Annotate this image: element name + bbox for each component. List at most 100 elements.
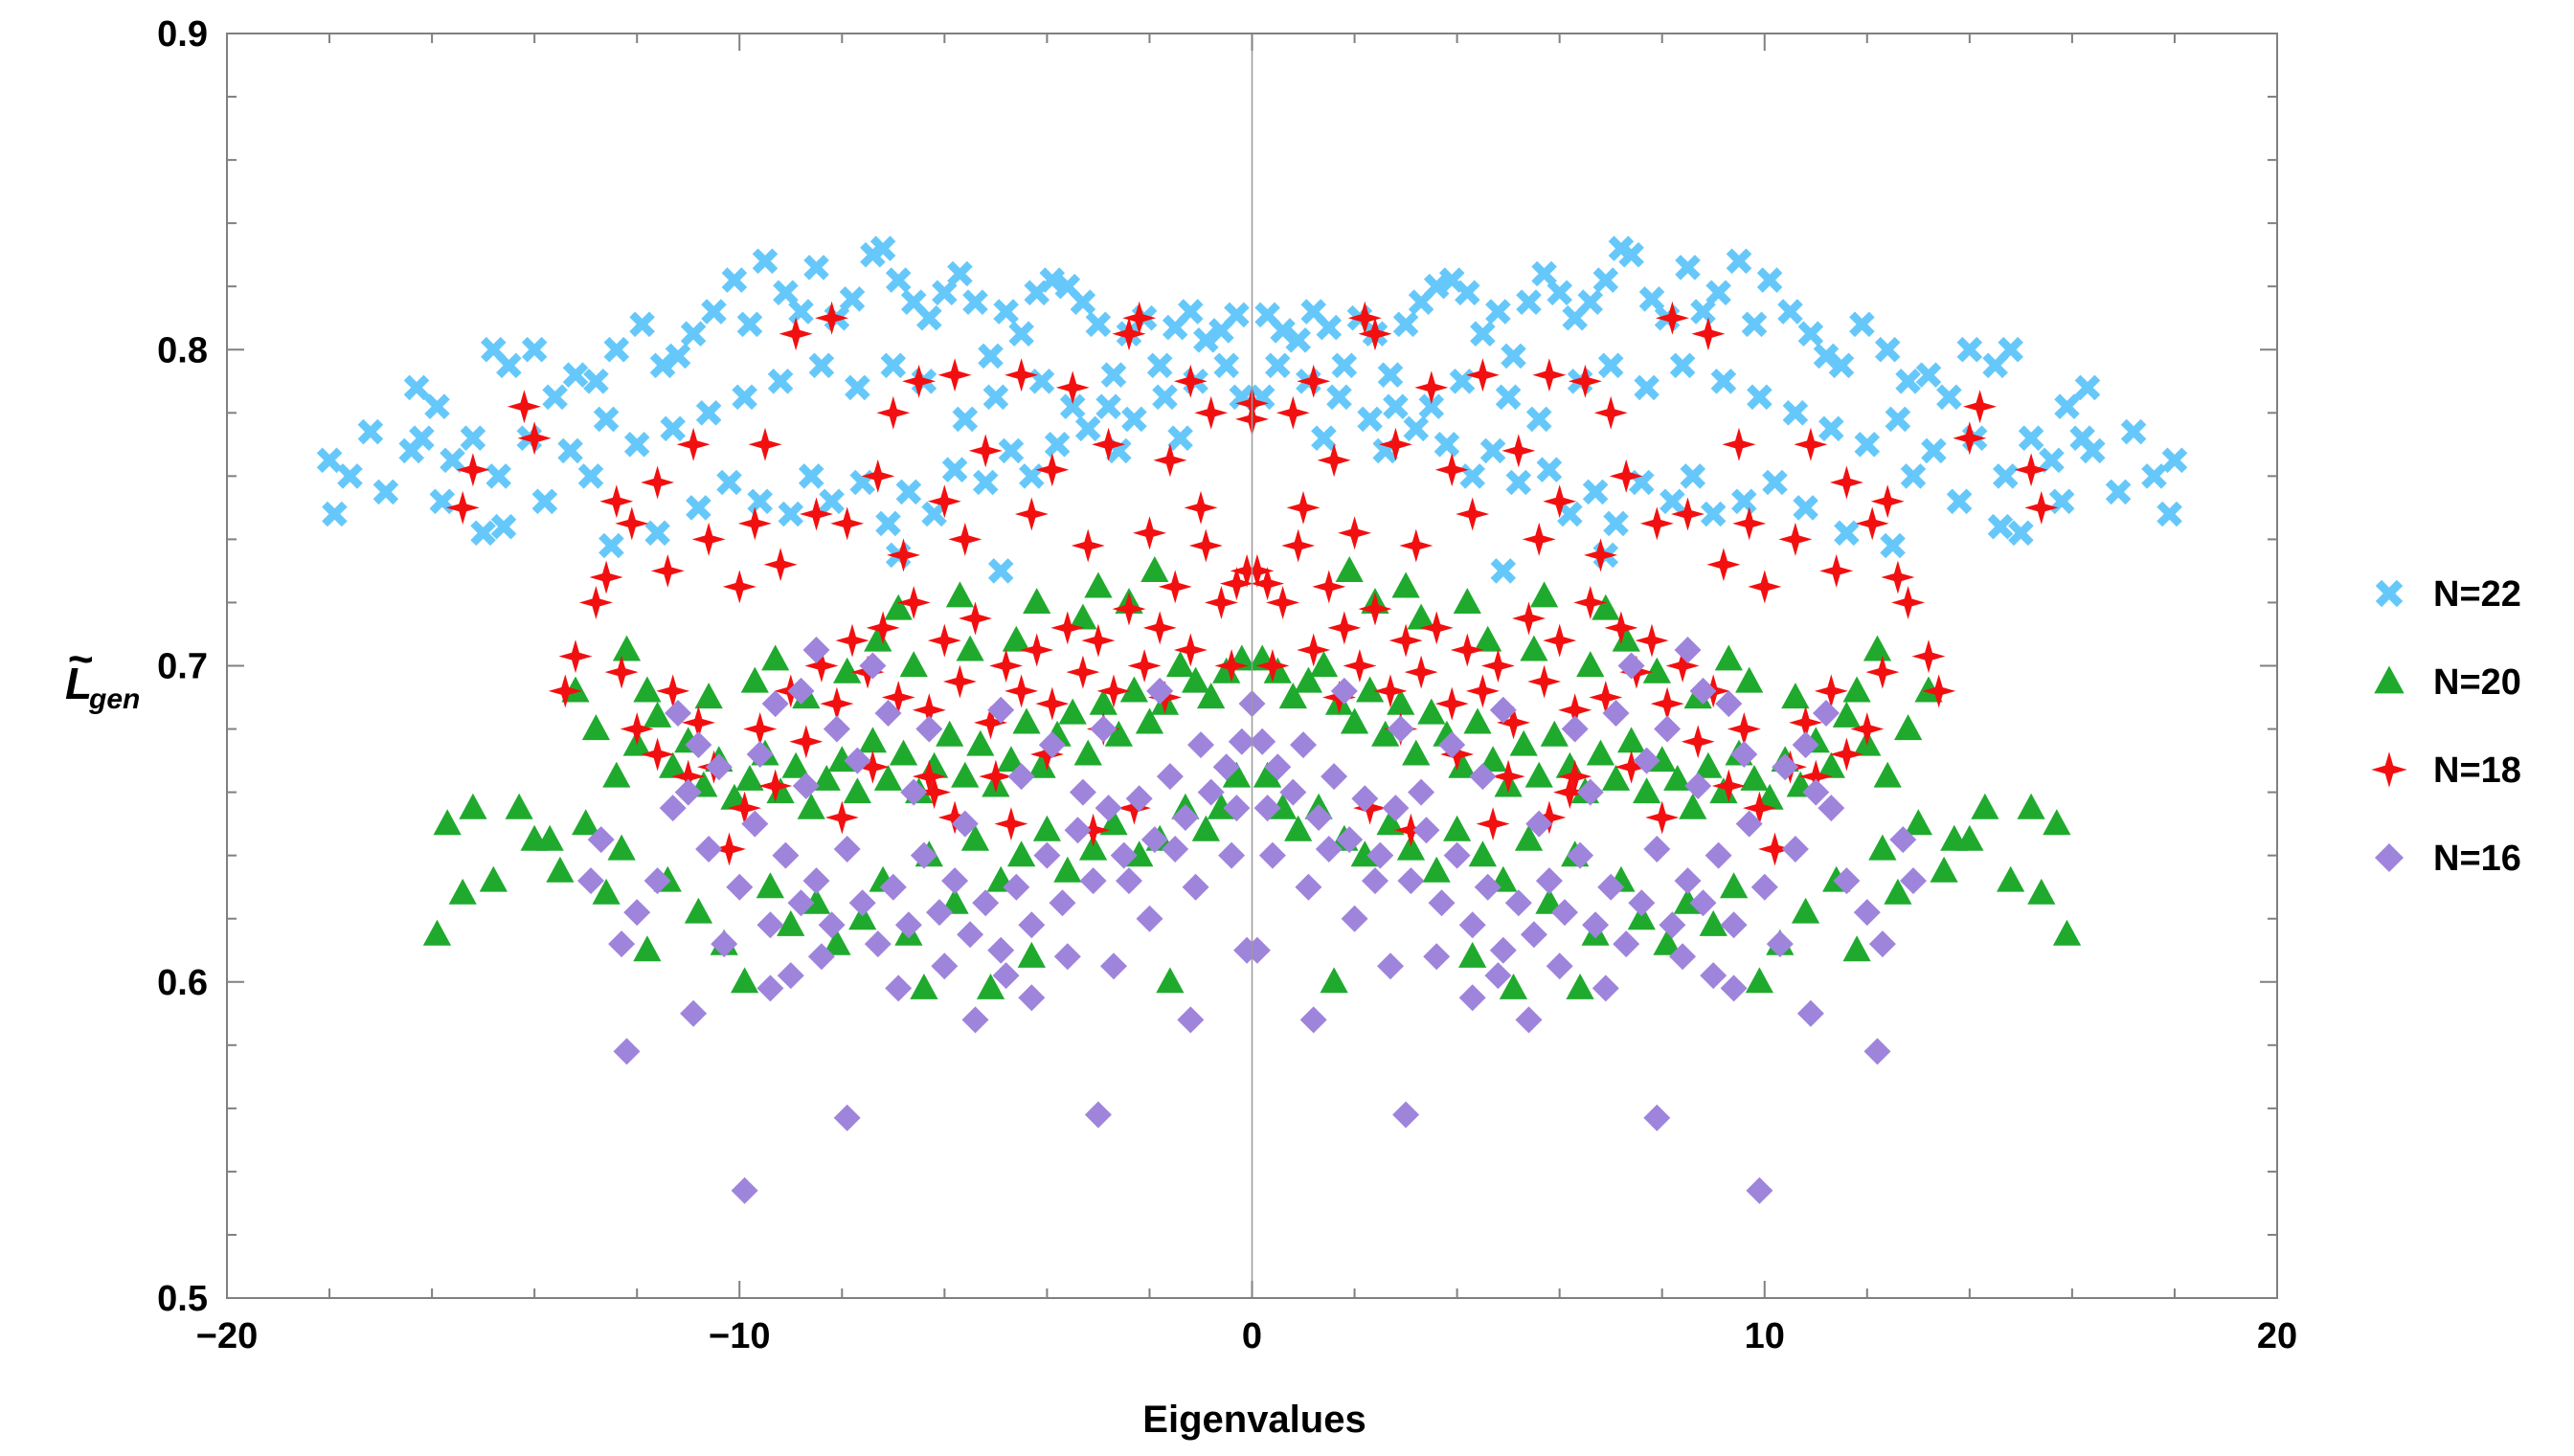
data-point (593, 406, 620, 433)
data-point (1653, 929, 1682, 955)
data-point (1484, 962, 1512, 990)
data-point (1660, 488, 1685, 515)
data-point (1002, 625, 1030, 652)
y-tick-label: 0.9 (157, 14, 208, 55)
data-point (1819, 553, 1854, 588)
data-point (989, 649, 1024, 683)
data-point (1116, 867, 1142, 895)
data-point (424, 393, 450, 419)
data-point (1873, 761, 1902, 788)
data-point (1922, 674, 1956, 708)
data-point (587, 826, 615, 854)
data-point (987, 696, 1015, 724)
data-point (1434, 453, 1469, 487)
x-tick-label: 10 (1745, 1316, 1785, 1356)
data-point (866, 611, 900, 645)
data-point (1458, 911, 1486, 939)
data-point (1889, 826, 1917, 854)
data-point (804, 649, 839, 683)
data-point (1832, 701, 1861, 728)
data-point (1152, 384, 1178, 411)
data-point (1434, 432, 1460, 458)
data-point (994, 807, 1028, 841)
data-point (1868, 930, 1896, 958)
data-point (1731, 488, 1757, 515)
data-point (1156, 763, 1184, 791)
data-point (1377, 362, 1404, 388)
data-point (1710, 369, 1737, 394)
data-point (987, 936, 1015, 964)
data-point (1516, 289, 1542, 315)
data-point (599, 484, 634, 519)
data-point (1099, 809, 1128, 836)
data-point (1428, 889, 1456, 917)
data-point (1270, 318, 1296, 344)
data-point (766, 777, 795, 804)
data-point (968, 434, 1003, 468)
data-point (1842, 676, 1871, 703)
data-point (1317, 443, 1351, 478)
data-point (1387, 715, 1414, 743)
data-point (1378, 427, 1412, 461)
data-point (1789, 706, 1823, 740)
data-point (1489, 936, 1517, 964)
data-point (927, 484, 961, 519)
data-point (1474, 873, 1502, 901)
data-point (942, 664, 977, 699)
data-point (1053, 856, 1082, 883)
data-point (1079, 867, 1107, 895)
data-point (797, 793, 825, 819)
data-point (1127, 649, 1162, 683)
data-point (835, 623, 869, 658)
data-point (1940, 824, 1969, 851)
data-point (1868, 834, 1897, 861)
data-point (1963, 390, 1998, 424)
data-point (1794, 427, 1828, 461)
data-point (1423, 943, 1451, 971)
data-point (1900, 867, 1927, 895)
data-point (448, 878, 477, 905)
data-point (1162, 314, 1188, 341)
data-point (861, 459, 895, 493)
data-point (535, 824, 564, 851)
data-point (1469, 763, 1497, 791)
data-point (684, 897, 713, 924)
data-point (951, 810, 979, 838)
data-point (1305, 804, 1333, 831)
data-point (1592, 974, 1619, 1002)
data-point (1953, 421, 1987, 456)
x-tick-label: 0 (1242, 1316, 1262, 1356)
y-axis-title-main: L (65, 659, 92, 708)
data-point (1418, 393, 1445, 419)
data-point (1730, 741, 1758, 768)
data-point (1136, 905, 1163, 932)
data-point (947, 260, 973, 287)
data-point (1547, 280, 1572, 306)
data-point (1366, 841, 1394, 869)
data-point (1855, 506, 1889, 541)
data-point (712, 832, 746, 866)
data-point (1456, 497, 1490, 531)
data-point (948, 522, 982, 556)
data-point (1035, 453, 1070, 487)
data-point (1402, 739, 1431, 766)
data-point (1558, 693, 1592, 728)
data-point (1443, 841, 1471, 869)
data-point (660, 415, 686, 442)
data-point (608, 930, 636, 958)
data-point (1474, 625, 1502, 652)
data-point (1003, 873, 1030, 901)
data-point (612, 635, 642, 661)
data-point (752, 248, 779, 275)
data-point (1489, 696, 1517, 724)
legend-marker (2371, 751, 2407, 788)
data-point (1249, 728, 1276, 755)
data-point (2018, 425, 2044, 451)
data-point (1971, 793, 1999, 819)
data-point (1027, 751, 1056, 778)
data-point (884, 594, 913, 620)
data-point (979, 759, 1013, 794)
data-point (1793, 495, 1818, 521)
data-point (1064, 817, 1092, 844)
data-point (1582, 911, 1610, 939)
